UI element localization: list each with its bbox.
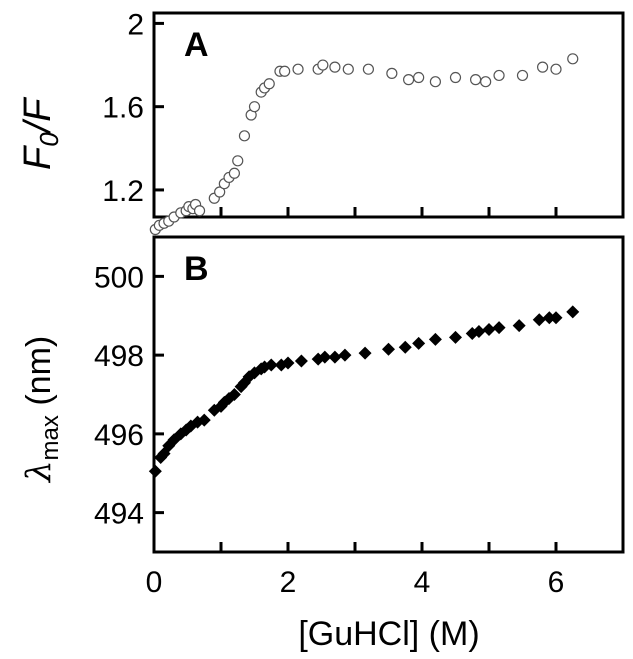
panel-b-letter: B bbox=[184, 250, 209, 288]
panel-a-y-tick-label: 1.6 bbox=[102, 92, 144, 125]
data-point-diamond bbox=[197, 413, 211, 427]
data-point-diamond bbox=[398, 340, 412, 354]
panel-b-ylabel-sub: max bbox=[37, 415, 64, 460]
data-point-circle bbox=[263, 78, 275, 90]
x-axis-label: [GuHCl] (M) bbox=[298, 615, 479, 653]
data-point-circle bbox=[449, 71, 462, 84]
data-point-circle bbox=[228, 167, 240, 179]
panel-b-y-tick-label: 500 bbox=[94, 261, 144, 294]
panel-a: A 1.2 1.6 2 F0/F bbox=[17, 8, 625, 236]
panel-b-y-axis-label: λmax (nm) bbox=[19, 336, 64, 484]
panel-b-ylabel-greek: λ bbox=[19, 460, 59, 484]
data-point-circle bbox=[550, 63, 562, 75]
data-point-circle bbox=[480, 76, 492, 88]
data-point-circle bbox=[232, 155, 244, 167]
data-point-circle bbox=[248, 101, 261, 113]
data-point-diamond bbox=[264, 358, 278, 372]
panel-a-y-tick-label: 1.2 bbox=[102, 175, 144, 208]
panel-b-y-tick-label: 498 bbox=[94, 340, 144, 373]
data-point-diamond bbox=[492, 321, 506, 335]
data-point-diamond bbox=[294, 354, 308, 368]
data-point-circle bbox=[214, 186, 226, 198]
data-point-circle bbox=[386, 67, 398, 79]
data-point-circle bbox=[329, 61, 341, 73]
panel-b-y-tick-label: 494 bbox=[94, 498, 144, 531]
data-point-circle bbox=[493, 69, 505, 82]
data-point-circle bbox=[292, 63, 304, 75]
panel-a-letter: A bbox=[184, 26, 209, 64]
panel-a-y-axis-label: F0/F bbox=[17, 97, 64, 170]
data-point-diamond bbox=[412, 336, 426, 350]
data-point-circle bbox=[238, 130, 251, 142]
data-point-diamond bbox=[382, 342, 395, 356]
data-point-circle bbox=[342, 63, 354, 75]
panel-b-frame bbox=[152, 235, 625, 554]
panel-a-x-ticks bbox=[152, 207, 558, 217]
x-tick-label: 0 bbox=[146, 566, 163, 599]
panel-b-ylabel-tail: (nm) bbox=[20, 336, 58, 415]
panel-b: B 494 496 498 500 0 2 4 6 λmax (nm) [GuHCl] (M… bbox=[19, 235, 625, 653]
x-tick-label: 6 bbox=[548, 566, 565, 599]
x-tick-label: 2 bbox=[280, 566, 297, 599]
data-point-diamond bbox=[358, 346, 372, 360]
data-point-circle bbox=[403, 74, 415, 86]
panel-b-points bbox=[148, 305, 580, 478]
data-point-circle bbox=[279, 65, 291, 77]
panel-a-y-tick-label: 2 bbox=[127, 8, 144, 41]
panel-b-y-tick-label: 496 bbox=[94, 419, 144, 452]
data-point-diamond bbox=[566, 305, 580, 319]
panel-a-frame bbox=[152, 11, 625, 219]
data-point-circle bbox=[516, 69, 529, 82]
panel-a-y-ticks: 1.2 1.6 2 bbox=[102, 8, 164, 208]
data-point-circle bbox=[470, 74, 482, 86]
data-point-diamond bbox=[318, 350, 332, 364]
data-point-circle bbox=[567, 53, 579, 65]
data-point-diamond bbox=[532, 313, 546, 327]
data-point-diamond bbox=[281, 356, 295, 370]
data-point-circle bbox=[413, 71, 425, 84]
data-point-diamond bbox=[338, 348, 352, 362]
data-point-circle bbox=[362, 63, 374, 75]
panel-a-ylabel-tail: /F bbox=[17, 97, 59, 136]
panel-a-ylabel-sub: 0 bbox=[34, 132, 64, 147]
data-point-circle bbox=[536, 61, 549, 73]
panel-b-x-ticks: 0 2 4 6 bbox=[146, 542, 565, 599]
data-point-diamond bbox=[472, 325, 486, 338]
x-tick-label: 4 bbox=[414, 566, 431, 599]
data-point-diamond bbox=[482, 323, 496, 337]
data-point-diamond bbox=[449, 330, 462, 344]
data-point-diamond bbox=[549, 311, 563, 325]
panel-b-y-ticks: 494 496 498 500 bbox=[94, 261, 164, 531]
data-point-diamond bbox=[328, 350, 342, 364]
data-point-diamond bbox=[148, 464, 162, 478]
data-point-diamond bbox=[542, 311, 556, 325]
data-point-diamond bbox=[227, 388, 241, 401]
panel-a-points bbox=[149, 53, 579, 236]
data-point-circle bbox=[429, 76, 441, 88]
data-point-circle bbox=[193, 205, 206, 217]
data-point-diamond bbox=[428, 332, 442, 346]
data-point-diamond bbox=[512, 319, 526, 333]
panel-a-ylabel-main: F bbox=[17, 145, 59, 170]
data-point-circle bbox=[317, 59, 329, 71]
